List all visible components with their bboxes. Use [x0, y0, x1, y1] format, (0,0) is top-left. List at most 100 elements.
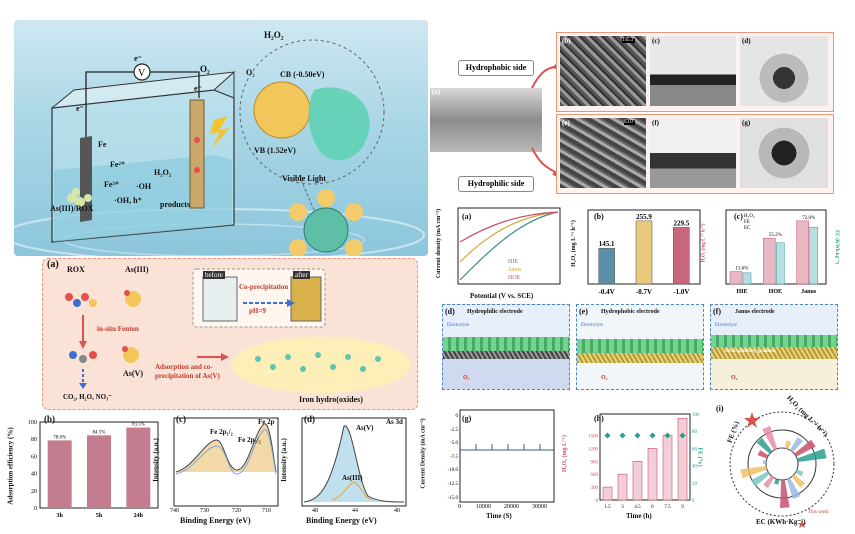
- cumulative-y-tick: 0: [596, 499, 599, 504]
- lsv-chart: [457, 207, 561, 285]
- sem-image-b: [560, 36, 646, 106]
- xps-as-tick: 48: [312, 508, 318, 514]
- electrode-f-title: Janus electrode: [735, 309, 775, 315]
- o2-label: O₂: [463, 375, 470, 381]
- electrode-d-panel: (d) Hydrophilic electrode Electrolyte O₂: [442, 304, 570, 390]
- adsorption-category-label: 5h: [96, 513, 103, 519]
- process-svg: [65, 268, 411, 393]
- electrode-f-surface: [711, 335, 837, 347]
- cumulative-bar: [662, 435, 673, 501]
- fenton-label: in-situ Fenton: [97, 325, 139, 333]
- xps-fe-panel-label: (c): [176, 414, 186, 424]
- electrode-legend-item: EC: [744, 226, 751, 231]
- lsv-legend-item: Janus: [508, 267, 522, 273]
- cumulative-fe-point: [649, 432, 656, 439]
- lsv-x-axis-label: Potential (V vs. SCE): [470, 292, 534, 300]
- xps-fe-peak2: Fe 2p₃/₂: [238, 436, 261, 444]
- adsorption-y-tick: 20: [31, 489, 37, 495]
- stability-x-tick: 30000: [532, 504, 547, 510]
- radar-panel-label: (i): [716, 404, 724, 413]
- sem-panel: (a) Hydrophobic side Hydrophilic side (b…: [430, 28, 835, 200]
- adsorption-category-label: 24h: [134, 513, 144, 519]
- cumulative-panel-label: (h): [594, 414, 604, 423]
- cumulative-y-tick: 1200: [588, 447, 599, 452]
- electrode-f-label: (f): [713, 307, 721, 316]
- stability-panel-label: (g): [462, 414, 472, 423]
- ph-label: pH=9: [249, 307, 266, 315]
- radar-wedge: [791, 474, 805, 488]
- adsorption-chart: 0 20 40 60 80 100 78.6% 3h 84.5% 5h 93.5% 24h: [28, 420, 159, 519]
- e-label: e⁻: [194, 84, 202, 93]
- radar-wedge: [750, 471, 770, 487]
- xps-fe-tick: 730: [200, 508, 209, 514]
- adsorption-value-label: 78.6%: [53, 435, 66, 440]
- cumulative-fe-point: [619, 432, 626, 439]
- adsorption-value-label: 93.5%: [132, 423, 145, 428]
- radar-wedge: [794, 439, 816, 457]
- process-panel: (a) ROX As(III) before after Co-precipit…: [42, 258, 418, 410]
- co2-label: CO₂, H₂O, NO₃⁻: [63, 393, 112, 401]
- cumulative-fe-point: [679, 432, 686, 439]
- process-a-label: (a): [47, 259, 59, 270]
- cumulative-bar: [602, 486, 613, 501]
- xps-as-y-axis-label: Intensity (a.u.): [279, 438, 288, 482]
- contact-angle-bottom: 63.0°: [624, 120, 635, 125]
- cumulative-category-label: 3: [621, 505, 624, 510]
- radar-wedge: [795, 469, 804, 477]
- schematic-panel: V e⁻ e⁻ e⁻ O₂ H₂O₂ O₂ CB (-0.50eV) VB (1…: [14, 20, 428, 256]
- sem-image-c: [650, 36, 736, 106]
- cumulative-fe-point: [664, 432, 671, 439]
- adsorption-bar: [87, 435, 111, 508]
- sem-f-label: (f): [652, 119, 659, 127]
- asv-label: As(V): [123, 369, 143, 378]
- e-label: e⁻: [76, 104, 84, 113]
- sem-image-e: [560, 118, 646, 188]
- radar-this-work-label: This work: [808, 510, 829, 515]
- h2o2-bar-panel-label: (b): [594, 212, 604, 221]
- radar-wedge: [779, 447, 783, 449]
- cumulative-chart: 0 300 600 900 1200 1500 0 20 40 60 80 100 1.5 3 4.5 6 7.…: [588, 413, 700, 510]
- electrode-y-axis-label: H₂O₂ (mg L⁻¹ h⁻¹): [701, 223, 707, 263]
- electrode-d-label: (d): [445, 307, 455, 316]
- xps-fe-title: Fe 2p: [258, 418, 275, 426]
- cumulative-plot: 0 300 600 900 1200 1500 0 20 40 60 80 100 1.5 3 4.5 6 7.…: [588, 413, 700, 510]
- xps-as-peak1: As(V): [356, 424, 374, 432]
- electrolyte-label: Electrolyte: [447, 323, 469, 328]
- cumulative-y2-tick: 100: [692, 413, 700, 418]
- cumulative-plot-frame: [599, 413, 691, 501]
- electrode-category-label: HIE: [736, 289, 747, 295]
- hydrophilic-side-label: Hydrophilic side: [458, 176, 534, 192]
- electrode-fe-bar: [776, 242, 785, 285]
- stability-x-tick: 10000: [476, 504, 491, 510]
- electrode-fe-label: 72.0%: [802, 216, 815, 221]
- fe-label: Fe: [98, 140, 107, 149]
- electrolyte-label: Electrolyte: [715, 323, 737, 328]
- radar-wedge: [763, 475, 774, 489]
- o2-label: O₂: [601, 375, 608, 381]
- xps-as-panel-label: (d): [304, 414, 315, 424]
- sem-b-label: (b): [562, 37, 571, 45]
- cumulative-y-tick: 900: [591, 460, 599, 465]
- electrode-plot-frame: [725, 209, 827, 285]
- adsorption-category-label: 3h: [56, 513, 63, 519]
- stability-y-tick: -12.5: [447, 481, 458, 487]
- radar-wedge: [780, 479, 790, 508]
- o2-label: O₂: [731, 375, 738, 381]
- adsorption-y-tick: 60: [31, 454, 37, 460]
- adsorption-label: Adsorption and co-precipitation of As(V): [155, 363, 220, 380]
- stability-y-tick: -2.5: [450, 427, 458, 433]
- sem-image-f: [650, 118, 736, 188]
- electrode-legend-item: FE: [744, 220, 750, 225]
- cb-label: CB (-0.50eV): [280, 70, 325, 79]
- radar-wedge: [786, 477, 801, 500]
- stability-chart: [459, 409, 555, 503]
- fe3-label: Fe³⁺: [104, 180, 120, 189]
- oh-h-label: ·OH, h⁺: [114, 196, 142, 205]
- cumulative-category-label: 9: [681, 505, 684, 510]
- adsorption-y-tick: 100: [28, 420, 37, 426]
- cumulative-category-label: 7.5: [664, 505, 671, 510]
- electrode-d-title: Hydrophilic electrode: [467, 309, 523, 315]
- sem-e-label: (e): [562, 119, 570, 127]
- adsorption-y-axis-label: Adsorption efficiency (%): [6, 427, 15, 505]
- stability-y-tick: -7.5: [450, 454, 458, 460]
